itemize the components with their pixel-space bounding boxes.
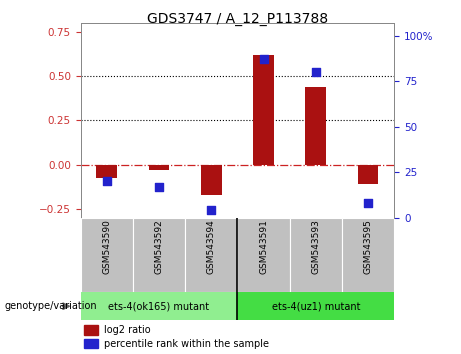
Bar	[81, 218, 133, 292]
Text: GSM543594: GSM543594	[207, 219, 216, 274]
Bar	[81, 292, 237, 320]
Point	[364, 200, 372, 206]
Point	[260, 57, 267, 62]
Text: GSM543591: GSM543591	[259, 219, 268, 274]
Text: log2 ratio: log2 ratio	[104, 325, 151, 335]
Bar	[290, 218, 342, 292]
Text: GSM543593: GSM543593	[311, 219, 320, 274]
Text: GDS3747 / A_12_P113788: GDS3747 / A_12_P113788	[147, 12, 328, 27]
Bar	[201, 165, 222, 195]
Text: GSM543590: GSM543590	[102, 219, 111, 274]
Text: ets-4(uz1) mutant: ets-4(uz1) mutant	[272, 301, 360, 311]
Bar	[305, 87, 326, 165]
Point	[103, 178, 111, 184]
Text: GSM543595: GSM543595	[364, 219, 372, 274]
Bar	[237, 218, 290, 292]
Point	[155, 184, 163, 190]
Bar	[358, 165, 378, 184]
Point	[312, 69, 319, 75]
Point	[207, 207, 215, 213]
Text: percentile rank within the sample: percentile rank within the sample	[104, 338, 269, 349]
Bar	[237, 292, 394, 320]
Bar	[133, 218, 185, 292]
Text: GSM543592: GSM543592	[154, 219, 164, 274]
Bar	[96, 165, 117, 178]
Bar	[84, 339, 98, 348]
Bar	[185, 218, 237, 292]
Bar	[148, 165, 170, 170]
Text: ets-4(ok165) mutant: ets-4(ok165) mutant	[108, 301, 210, 311]
Bar	[253, 55, 274, 165]
Text: genotype/variation: genotype/variation	[5, 301, 97, 311]
Bar	[342, 218, 394, 292]
Bar	[84, 325, 98, 335]
